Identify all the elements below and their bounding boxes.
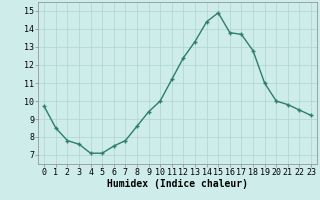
X-axis label: Humidex (Indice chaleur): Humidex (Indice chaleur) [107,179,248,189]
